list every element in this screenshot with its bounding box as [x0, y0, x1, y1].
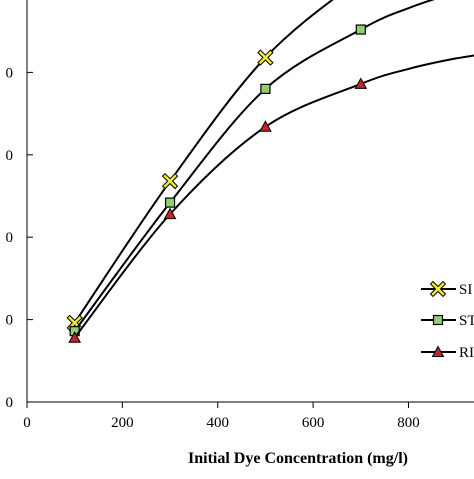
axes: 0000000200400600800 — [6, 0, 474, 431]
x-tick-label: 600 — [302, 415, 325, 431]
x-axis-title: Initial Dye Concentration (mg/l) — [188, 450, 408, 467]
series-si — [70, 0, 474, 328]
x-tick-label: 400 — [206, 415, 229, 431]
legend: SI ST RI — [421, 282, 474, 361]
data-point — [260, 121, 271, 131]
legend-label: SI — [459, 282, 472, 298]
x-tick-label: 800 — [397, 415, 420, 431]
y-tick-label: 0 — [6, 230, 14, 246]
data-point — [356, 25, 365, 34]
series-line — [75, 51, 474, 338]
legend-item: ST — [421, 313, 474, 329]
legend-label: ST — [459, 313, 474, 329]
x-tick-label: 0 — [23, 415, 31, 431]
series-ri — [69, 51, 474, 342]
y-tick-label: 0 — [6, 313, 14, 329]
data-point — [260, 53, 270, 63]
data-point — [261, 84, 270, 93]
data-point — [166, 198, 175, 207]
legend-marker — [434, 316, 443, 325]
legend-item: SI — [421, 282, 472, 298]
series-layer — [69, 0, 474, 342]
y-tick-label: 0 — [6, 395, 14, 411]
y-tick-label: 0 — [6, 148, 14, 164]
legend-item: RI — [421, 345, 474, 361]
legend-label: RI — [459, 345, 474, 361]
x-tick-label: 200 — [111, 415, 134, 431]
series-line — [75, 0, 474, 323]
data-point — [165, 176, 175, 186]
y-tick-label: 0 — [6, 65, 14, 81]
